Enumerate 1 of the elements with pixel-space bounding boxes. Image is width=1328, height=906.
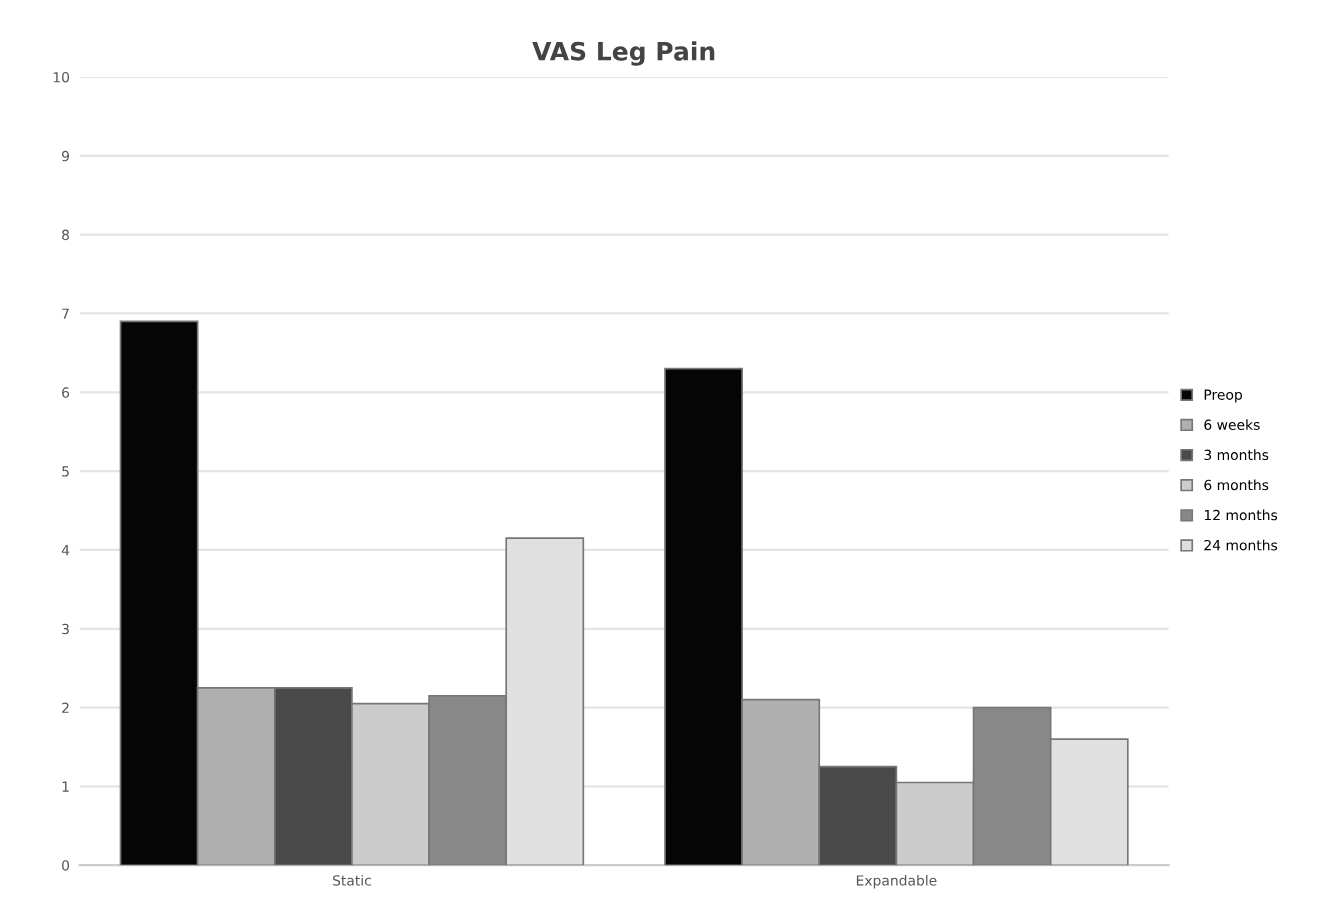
chart-title: VAS Leg Pain [532, 41, 715, 66]
